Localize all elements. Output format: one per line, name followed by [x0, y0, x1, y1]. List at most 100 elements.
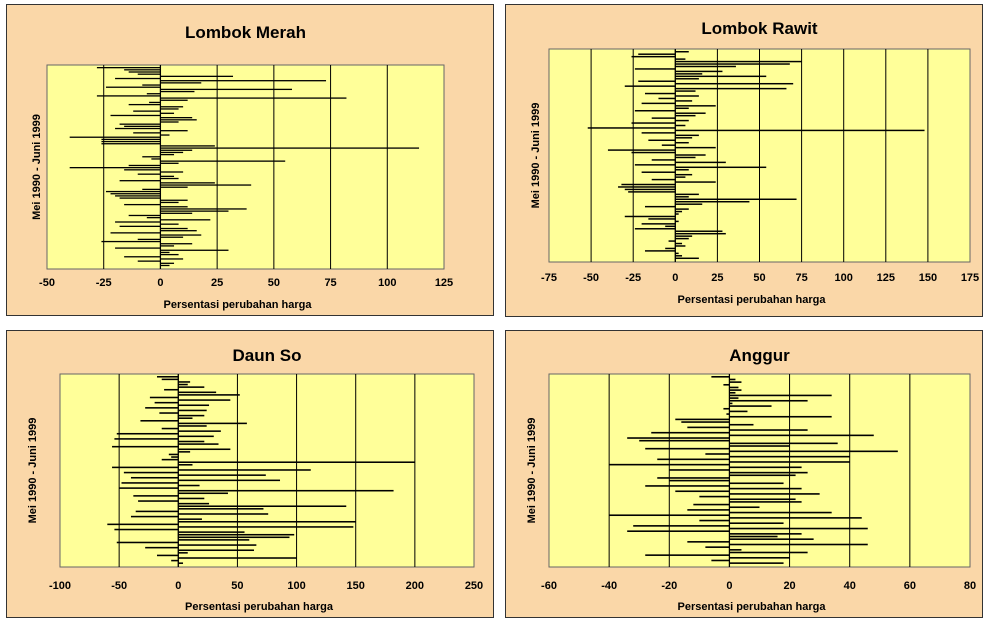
- chart-1-bar: [641, 132, 676, 134]
- chart-1-bar: [641, 223, 676, 225]
- chart-1-bar: [675, 203, 703, 205]
- chart-2-bar: [178, 399, 231, 401]
- chart-0-bar: [160, 106, 184, 108]
- chart-0-bar: [160, 80, 327, 82]
- chart-3-bar: [729, 389, 742, 391]
- chart-2-bar: [178, 443, 219, 445]
- chart-panel-lombok-merah: -50 -25 0 25 50 75 100 125 Lombok Merah Persentas…: [6, 4, 494, 316]
- chart-3-bar: [729, 549, 742, 551]
- chart-3-bar: [705, 546, 730, 548]
- chart-3-bar: [657, 458, 730, 461]
- chart-0-bar: [160, 219, 211, 221]
- chart-svg-anggur: -60 -40 -20 0 20 40 60 80 Anggur Persentasi perub…: [526, 346, 976, 613]
- chart-0-bar: [128, 164, 161, 167]
- chart-2-bar: [178, 383, 188, 386]
- chart-0-bar: [115, 77, 161, 80]
- chart-1-bar: [675, 200, 750, 203]
- chart-2-bar: [178, 557, 297, 559]
- chart-0-bar: [160, 147, 420, 149]
- chart-0-bar: [119, 197, 161, 199]
- chart-2-bar: [178, 513, 269, 515]
- chart-0-tick-label: 75: [324, 277, 336, 289]
- chart-0-bar: [69, 136, 161, 138]
- chart-1-bar: [634, 110, 676, 112]
- chart-0-bar: [160, 227, 188, 230]
- chart-0-bar: [160, 134, 170, 136]
- chart-0-tick-label: -50: [39, 277, 55, 289]
- chart-2-bar: [178, 391, 217, 394]
- chart-3-bar: [729, 461, 850, 463]
- chart-0-bar: [160, 251, 170, 254]
- chart-2-bar: [135, 510, 179, 513]
- chart-1-bar: [644, 250, 676, 252]
- chart-1-bar: [675, 141, 689, 144]
- chart-2-bar: [178, 461, 415, 463]
- chart-1-bar: [675, 129, 925, 132]
- chart-0-bar: [128, 103, 161, 106]
- chart-0-bar: [160, 130, 188, 132]
- chart-1-bar: [624, 188, 676, 191]
- chart-0-bar: [110, 114, 161, 117]
- chart-0-bar: [160, 243, 193, 245]
- chart-2-x-axis-label: Persentasi perubahan harga: [185, 601, 334, 613]
- chart-0-tick-label: 50: [268, 277, 280, 289]
- chart-0-bar: [160, 175, 175, 177]
- chart-3-bar: [729, 562, 784, 564]
- chart-0-bar: [96, 95, 161, 97]
- chart-3-bar: [729, 535, 778, 538]
- chart-3-tick-label: -60: [541, 580, 557, 592]
- chart-2-bar: [178, 492, 228, 495]
- chart-1-bar: [675, 100, 693, 102]
- chart-0-y-axis-label: Mei 1990 - Juni 1999: [31, 114, 43, 220]
- chart-0-bar: [101, 140, 161, 143]
- chart-2-bar: [116, 432, 179, 435]
- chart-1-bar: [641, 171, 676, 173]
- chart-1-bar: [675, 176, 686, 178]
- chart-3-bar: [729, 381, 742, 383]
- chart-3-bar: [729, 442, 838, 445]
- chart-3-bar: [645, 485, 730, 487]
- chart-1-bar: [675, 87, 787, 90]
- chart-3-bar: [711, 559, 730, 562]
- chart-0-bar: [160, 121, 179, 123]
- chart-1-bar: [628, 191, 676, 193]
- chart-2-y-axis-label: Mei 1990 - Juni 1999: [27, 418, 39, 524]
- chart-1-bar: [675, 95, 699, 97]
- chart-1-bar: [675, 90, 696, 92]
- chart-0-bar: [105, 190, 161, 193]
- chart-2-bar: [114, 438, 179, 440]
- chart-3-bar: [693, 503, 730, 506]
- chart-1-bar: [638, 80, 676, 82]
- chart-3-bar: [723, 383, 730, 386]
- chart-3-bar: [669, 479, 730, 482]
- chart-0-bar: [160, 160, 286, 162]
- chart-1-bar: [658, 97, 676, 100]
- chart-2-bar: [178, 448, 231, 451]
- chart-2-bar: [123, 471, 179, 474]
- chart-2-bar: [171, 456, 179, 458]
- chart-1-bar: [675, 166, 767, 169]
- chart-0-bar: [133, 110, 161, 112]
- chart-1-bar: [675, 134, 699, 137]
- chart-3-bar: [729, 493, 820, 495]
- chart-0-bar: [160, 258, 184, 260]
- chart-0-tick-label: -25: [96, 277, 112, 289]
- chart-0-bar: [124, 125, 161, 127]
- chart-3-bar: [729, 410, 748, 413]
- chart-3-bar: [729, 394, 832, 397]
- chart-0-bar: [142, 84, 161, 86]
- chart-3-tick-label: 80: [964, 580, 976, 592]
- chart-1-bar: [675, 210, 683, 213]
- chart-0-bar: [160, 186, 188, 188]
- chart-3-tick-label: 40: [844, 580, 856, 592]
- chart-2-bar: [116, 541, 179, 544]
- chart-2-bar: [178, 533, 295, 536]
- chart-1-bar: [634, 68, 676, 70]
- chart-3-bar: [687, 541, 730, 543]
- chart-2-bar: [145, 546, 179, 549]
- chart-3-bar: [729, 429, 808, 431]
- chart-0-bar: [160, 82, 202, 84]
- chart-2-bar: [178, 414, 205, 417]
- chart-3-bar: [729, 386, 739, 389]
- chart-1-bar: [648, 218, 676, 220]
